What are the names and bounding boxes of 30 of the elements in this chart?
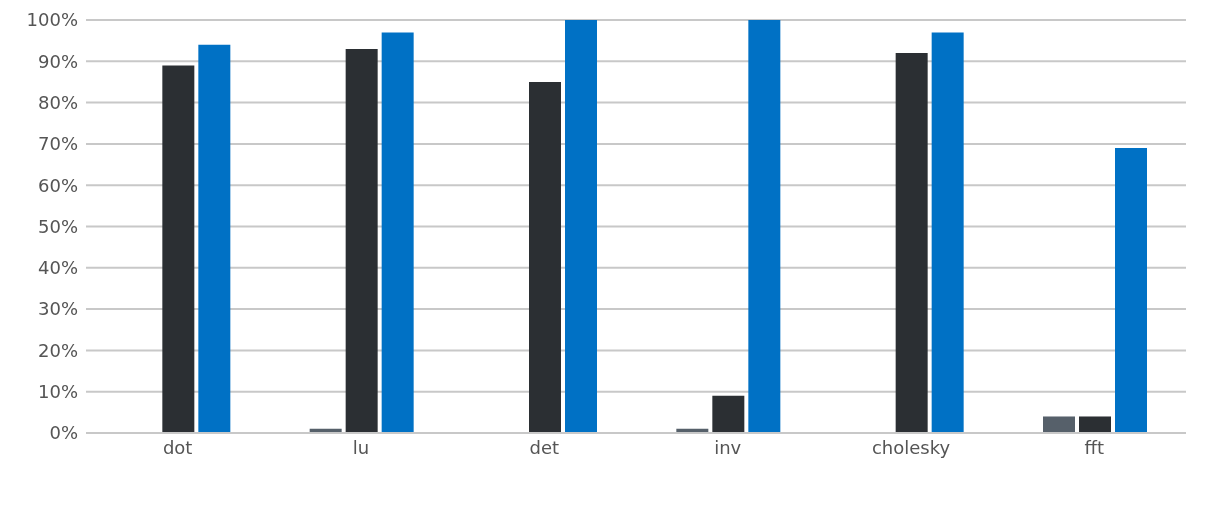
y-tick-label: 80% bbox=[37, 91, 78, 113]
x-tick-label: inv bbox=[714, 436, 742, 458]
y-tick-label: 100% bbox=[26, 9, 78, 31]
bar bbox=[1079, 416, 1111, 433]
x-tick-label: fft bbox=[1084, 436, 1105, 458]
bar bbox=[162, 65, 195, 433]
bar bbox=[381, 32, 414, 433]
y-tick-label: 30% bbox=[37, 298, 78, 320]
x-tick-label: dot bbox=[162, 436, 193, 458]
y-tick-label: 10% bbox=[37, 381, 78, 403]
bar bbox=[931, 32, 964, 433]
x-tick-label: cholesky bbox=[871, 436, 951, 458]
y-tick-label: 70% bbox=[37, 133, 78, 155]
bar bbox=[748, 20, 781, 433]
bar bbox=[712, 395, 745, 433]
y-tick-label: 50% bbox=[37, 215, 78, 237]
bar bbox=[198, 44, 231, 433]
x-tick-label: lu bbox=[352, 436, 370, 458]
bar bbox=[1043, 416, 1075, 433]
bar bbox=[345, 48, 378, 433]
bar bbox=[895, 53, 928, 433]
bar bbox=[529, 81, 561, 433]
y-tick-label: 90% bbox=[37, 50, 78, 72]
y-tick-label: 40% bbox=[37, 257, 78, 279]
y-tick-label: 60% bbox=[37, 174, 78, 196]
y-tick-label: 20% bbox=[37, 339, 78, 361]
y-tick-label: 0% bbox=[49, 422, 78, 444]
bar bbox=[1115, 148, 1147, 433]
bar bbox=[565, 20, 597, 433]
x-tick-label: det bbox=[529, 436, 560, 458]
